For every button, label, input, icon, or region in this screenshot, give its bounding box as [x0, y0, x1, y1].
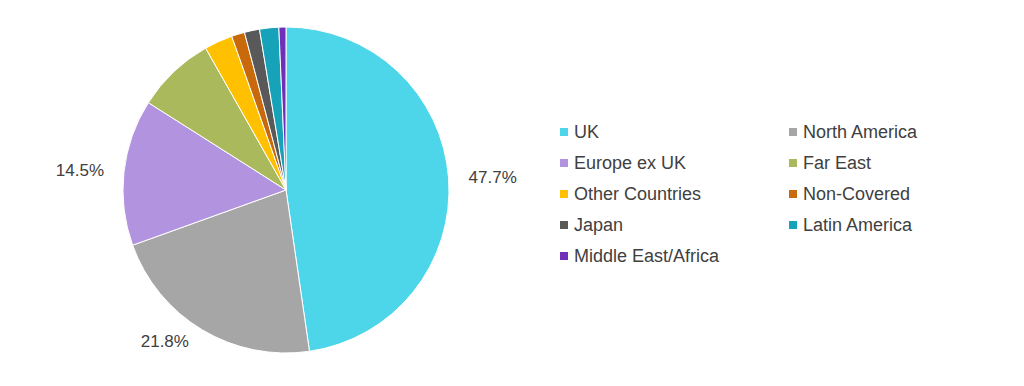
svg-text:Non-Covered: Non-Covered	[803, 184, 910, 204]
svg-text:Other Countries: Other Countries	[574, 184, 701, 204]
svg-text:14.5%: 14.5%	[56, 161, 104, 180]
svg-text:UK: UK	[574, 122, 599, 142]
svg-text:21.8%: 21.8%	[141, 332, 189, 351]
svg-text:Latin America: Latin America	[803, 215, 913, 235]
svg-text:Japan: Japan	[574, 215, 623, 235]
svg-text:47.7%: 47.7%	[469, 168, 517, 187]
svg-text:Middle East/Africa: Middle East/Africa	[574, 246, 720, 266]
svg-text:Europe ex UK: Europe ex UK	[574, 153, 686, 173]
svg-text:Far East: Far East	[803, 153, 871, 173]
svg-text:North America: North America	[803, 122, 918, 142]
